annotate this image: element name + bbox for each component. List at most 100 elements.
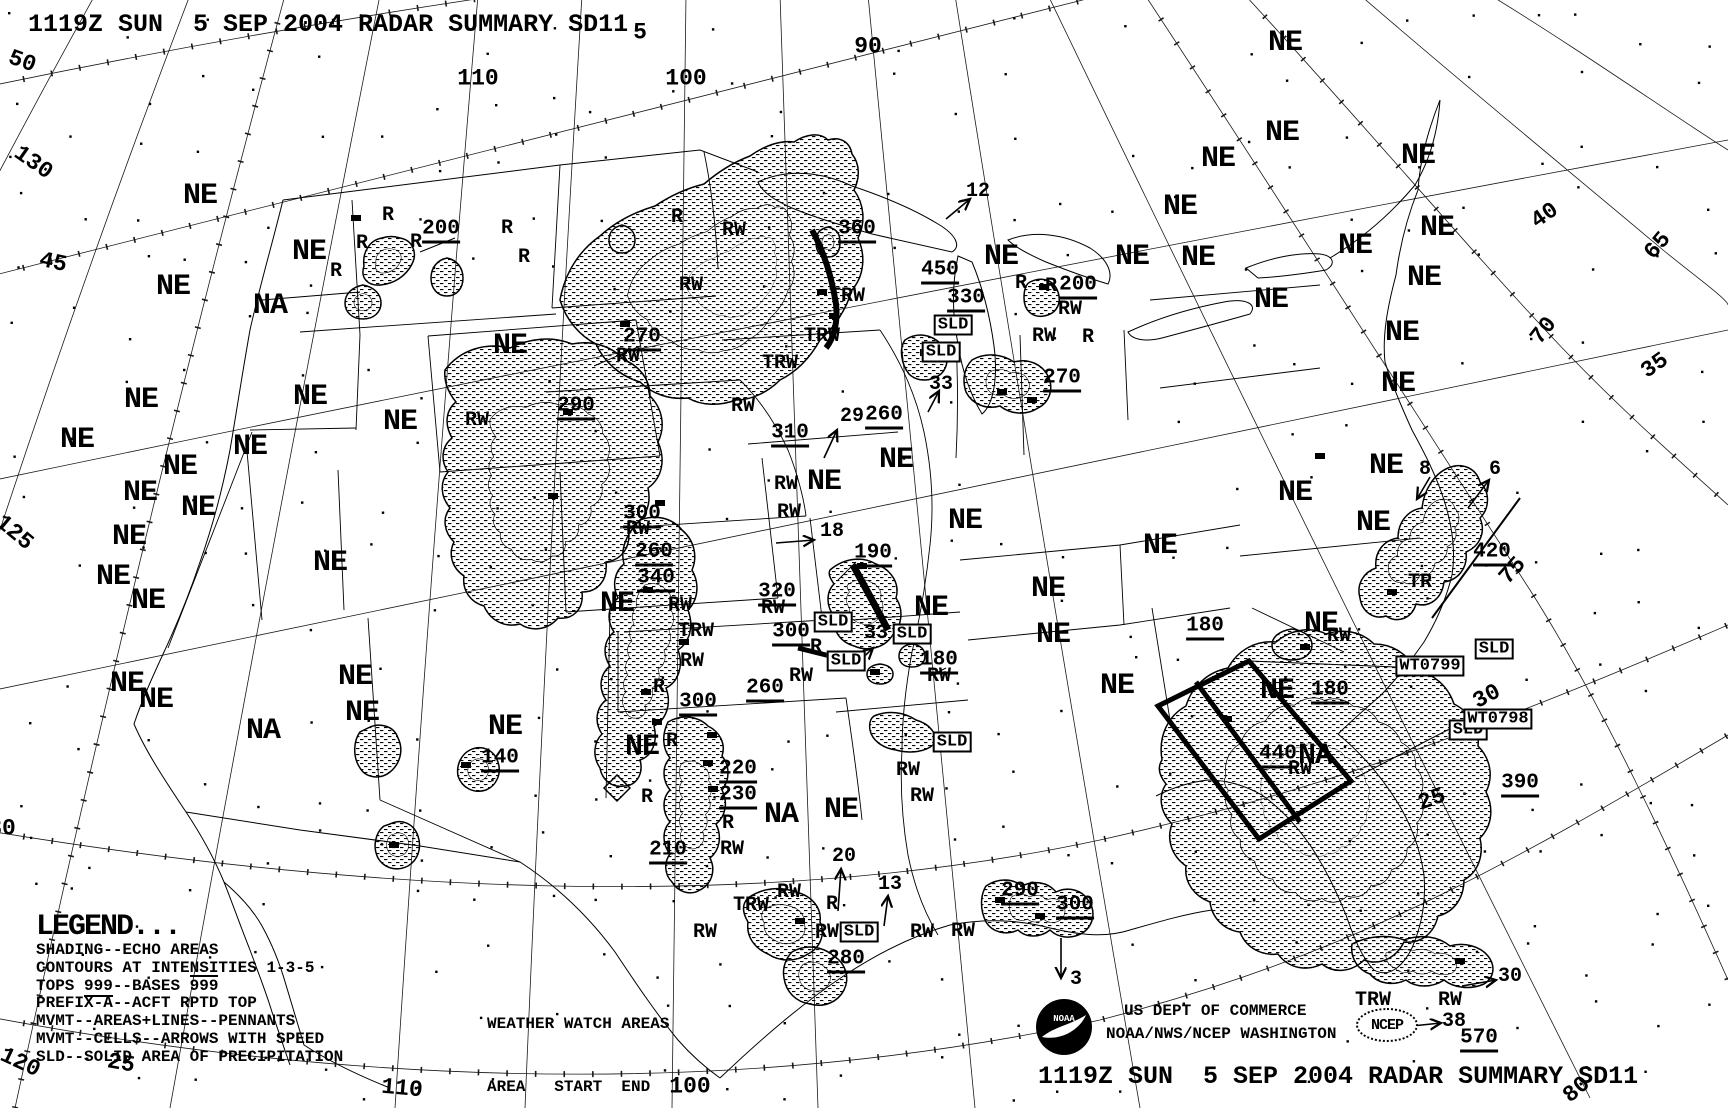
map-label-sld: SLD	[1474, 638, 1514, 660]
movement-arrow	[884, 896, 888, 927]
grid-label-70: 70	[1524, 311, 1563, 350]
map-label-190: 190	[854, 543, 892, 568]
map-label-trw: TRW	[803, 325, 841, 348]
map-label-200: 200	[422, 219, 460, 244]
grid-label-40: 40	[1525, 197, 1564, 235]
map-label-wt0799: WT0799	[1395, 655, 1465, 677]
map-label-230: 230	[719, 785, 757, 810]
map-label-ne: NE	[1253, 283, 1289, 317]
map-label-rw: RW	[615, 345, 641, 368]
map-label-sld: SLD	[921, 341, 961, 363]
map-label-ne: NE	[95, 560, 131, 594]
map-label-280: 280	[827, 949, 865, 974]
map-label-38: 38	[1441, 1010, 1467, 1033]
map-label-8: 8	[1418, 458, 1432, 481]
map-label-rw: RW	[776, 501, 802, 524]
map-label-260: 260	[746, 678, 784, 703]
ncep-logo: NCEP	[1356, 1008, 1418, 1042]
grid-label-90: 90	[854, 33, 882, 60]
agency-dept: US DEPT OF COMMERCE	[1124, 1002, 1307, 1020]
grid-label-100: 100	[665, 65, 707, 92]
map-label-ne: NE	[155, 270, 191, 304]
grid-label-25: 25	[1414, 782, 1450, 817]
map-label-rw: RW	[776, 881, 802, 904]
map-label-ne: NE	[138, 683, 174, 717]
map-label-ne: NE	[487, 710, 523, 744]
map-label-rw: RW	[773, 473, 799, 496]
map-label-270: 270	[623, 327, 661, 352]
map-label-na: NA	[763, 798, 799, 832]
map-label-ne: NE	[1419, 211, 1455, 245]
map-label-ne: NE	[624, 730, 660, 764]
map-label-rw: RW	[909, 921, 935, 944]
map-label-290: 290	[1001, 881, 1039, 906]
map-label-ne: NE	[337, 660, 373, 694]
map-label-rw: RW	[909, 785, 935, 808]
map-label-r: R	[381, 204, 395, 227]
watch-table-title: WEATHER WATCH AREAS	[487, 1015, 670, 1033]
map-label-rw: RW	[721, 219, 747, 242]
map-label-360: 360	[838, 219, 876, 244]
map-label-ne: NE	[599, 587, 635, 621]
map-label-ne: NE	[878, 443, 914, 477]
map-label-310: 310	[771, 423, 809, 448]
map-label-r: R	[409, 231, 423, 254]
map-label-ne: NE	[292, 380, 328, 414]
map-label-ne: NE	[1259, 674, 1295, 708]
map-label-rw: RW	[1326, 625, 1352, 648]
map-label-ne: NE	[1114, 240, 1150, 274]
map-label-na: NA	[245, 714, 281, 748]
map-label-180: 180	[1186, 616, 1224, 641]
map-label-ne: NE	[1162, 190, 1198, 224]
grid-label-45: 45	[36, 246, 70, 279]
map-label-12: 12	[965, 180, 991, 203]
map-label-rw: RW	[1031, 325, 1057, 348]
map-label-ne: NE	[1035, 618, 1071, 652]
map-label-wt0798: WT0798	[1463, 708, 1533, 730]
map-label-sld: SLD	[813, 611, 853, 633]
map-label-260: 260	[635, 542, 673, 567]
watch-areas-table: WEATHER WATCH AREAS AREA START END WT079…	[487, 972, 669, 1108]
legend-line-sld: SLD--SOLID AREA OF PRECIPITATION	[36, 1047, 344, 1066]
map-label-rw: RW	[679, 650, 705, 673]
map-label-na: NA	[1297, 739, 1333, 773]
map-label-rw: RW	[1287, 758, 1313, 781]
map-label-ne: NE	[806, 465, 842, 499]
map-label-trw: TRW	[1354, 989, 1392, 1012]
map-label-rw: RW	[678, 274, 704, 297]
squall-lines	[797, 228, 1521, 661]
map-label-tr: TR	[1407, 571, 1433, 594]
legend-line-tops-bases: TOPS 999--BASES 999	[36, 974, 219, 997]
map-label-3: 3	[1069, 968, 1083, 991]
map-label-220: 220	[719, 759, 757, 784]
legend-line-shading: SHADING--ECHO AREAS	[36, 941, 219, 959]
noaa-seagull-icon	[1042, 1015, 1086, 1038]
map-label-440: 440	[1259, 744, 1297, 769]
map-label-340: 340	[637, 568, 675, 593]
map-label-rw: RW	[1057, 298, 1083, 321]
map-label-trw: TRW	[828, 285, 866, 308]
ncep-logo-text: NCEP	[1370, 1016, 1404, 1034]
map-label-ne: NE	[111, 520, 147, 554]
legend-line-contours: CONTOURS AT INTENSITIES 1-3-5	[36, 958, 315, 977]
map-label-260: 260	[865, 405, 903, 430]
map-label-r: R	[721, 812, 735, 835]
chart-title-top: 1119Z SUN 5 SEP 2004 RADAR SUMMARY SD11	[28, 10, 629, 39]
map-label-ne: NE	[1303, 607, 1339, 641]
map-label-trw: TRW	[732, 894, 770, 917]
movement-arrow	[927, 391, 939, 413]
map-label-300: 300	[623, 504, 661, 529]
map-label-13: 13	[877, 873, 903, 896]
grid-label-30: 30	[0, 815, 16, 842]
map-label-r: R	[517, 246, 531, 269]
map-label-ne: NE	[1384, 316, 1420, 350]
map-label-ne: NE	[947, 504, 983, 538]
map-label-ne: NE	[1406, 261, 1442, 295]
map-label-sld: SLD	[932, 731, 972, 753]
grid-label-130: 130	[8, 140, 58, 186]
grid-label-125: 125	[0, 509, 39, 556]
legend-line-mvmt-areas: MVMT--AREAS+LINES--PENNANTS	[36, 1012, 296, 1031]
map-label-ne: NE	[1099, 669, 1135, 703]
map-label-rw: RW	[719, 838, 745, 861]
